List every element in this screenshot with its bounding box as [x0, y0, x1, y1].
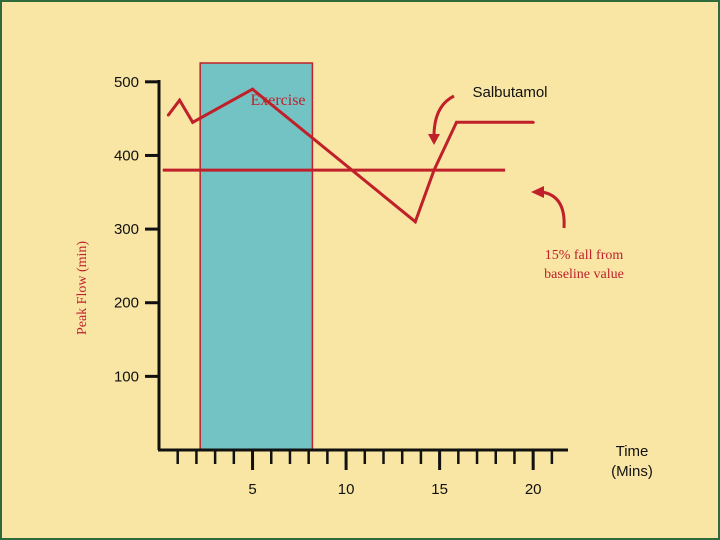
- svg-text:(Mins): (Mins): [611, 463, 653, 480]
- x-tick-label: 5: [248, 481, 256, 498]
- peak-flow-point: [166, 113, 170, 117]
- peak-flow-point: [454, 120, 458, 124]
- exercise-band: [199, 62, 314, 451]
- exercise-label: Exercise: [250, 92, 305, 109]
- salbutamol-label: Salbutamol: [472, 84, 547, 101]
- salbutamol-arrowhead: [428, 134, 440, 145]
- svg-text:Time: Time: [616, 443, 649, 460]
- fall-arrowhead: [531, 186, 544, 198]
- peak-flow-point: [191, 120, 195, 124]
- fall-label: 15% fall from baseline value: [544, 248, 624, 282]
- y-tick-label: 100: [114, 368, 139, 385]
- y-tick-label: 400: [114, 147, 139, 164]
- x-tick-label: 15: [431, 481, 448, 498]
- y-axis-label: Peak Flow (min): [75, 241, 90, 335]
- salbutamol-arrow: [432, 94, 455, 137]
- peak-flow-point: [178, 98, 182, 102]
- y-tick-label: 500: [114, 74, 139, 91]
- peak-flow-line: [167, 87, 534, 225]
- y-tick-label: 200: [114, 295, 139, 312]
- svg-text:15% fall from: 15% fall from: [545, 248, 624, 263]
- svg-text:baseline value: baseline value: [544, 267, 624, 282]
- fall-arrow: [541, 190, 566, 229]
- x-tick-label: 10: [338, 481, 355, 498]
- peak-flow-point: [251, 87, 255, 91]
- x-tick-label: 20: [525, 481, 542, 498]
- peak-flow-point: [531, 120, 535, 124]
- peak-flow-point: [432, 168, 436, 172]
- y-tick-label: 300: [114, 221, 139, 238]
- peak-flow-point: [413, 220, 417, 224]
- x-axis-label: Time (Mins): [611, 443, 653, 480]
